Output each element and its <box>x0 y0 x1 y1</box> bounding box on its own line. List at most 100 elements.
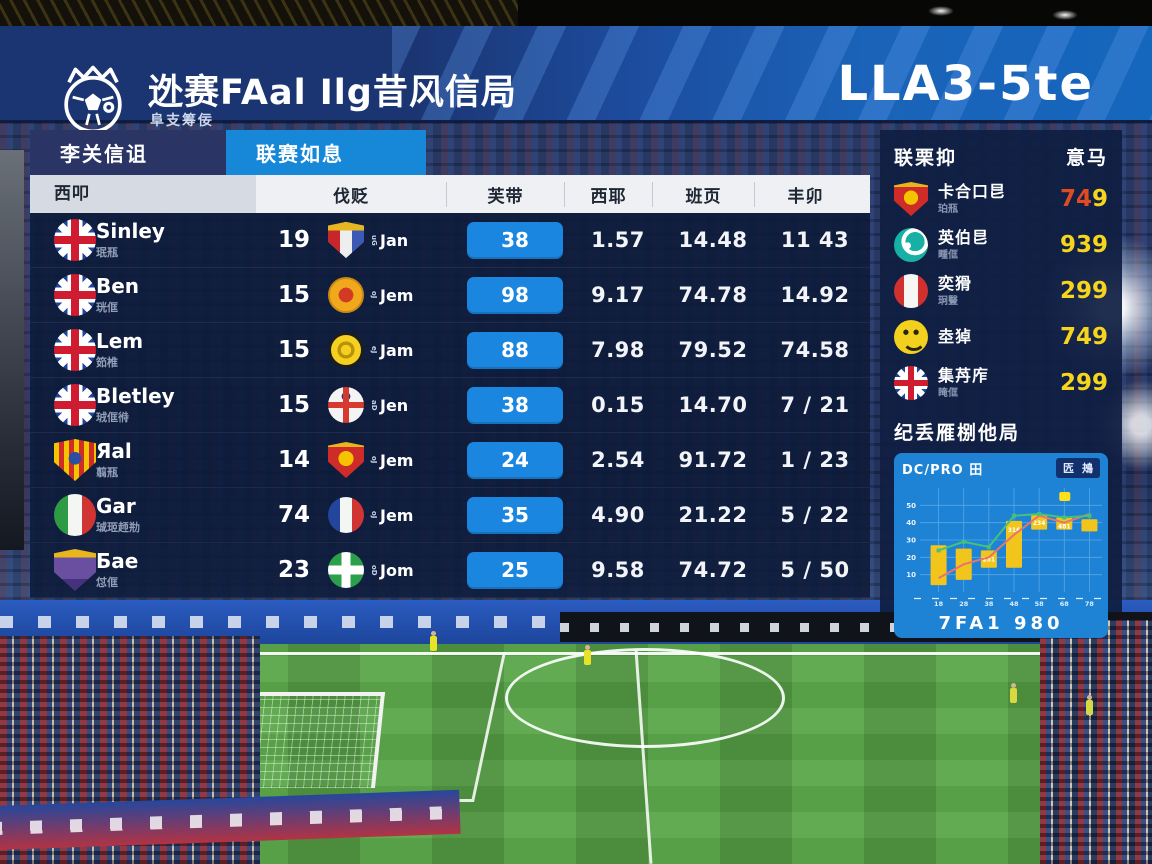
team-crest-icon <box>54 549 96 591</box>
tab-basic-info[interactable]: 李关信诅 <box>30 130 226 175</box>
svg-text:231: 231 <box>983 556 996 563</box>
svg-text:58: 58 <box>1035 600 1045 608</box>
team-name: Bletley <box>96 383 175 408</box>
svg-text:20: 20 <box>906 554 916 562</box>
table-header-row: 西叩 伐贬 芙带 西耶 班页 丰卯 <box>30 175 870 213</box>
table-row[interactable]: Ben 珖㑌 15 oJ Jem 98 9.17 74.78 14.92 <box>30 268 870 323</box>
round-button[interactable]: 88 <box>467 331 563 369</box>
sidebar-league-item[interactable]: 集䒟㡸 䁆㑌 299 <box>894 360 1108 406</box>
roof-light <box>1052 10 1078 20</box>
roof-light <box>928 6 954 16</box>
team-subtitle: 珹㺿䞙㔙 <box>96 520 140 534</box>
svg-text:40: 40 <box>906 519 916 527</box>
table-body: Sinley 珉㼛 19 uG Jan 38 1.57 14.48 11 43 B… <box>30 213 870 598</box>
stat-value: 79.52 <box>678 338 748 362</box>
stat-value: 74.58 <box>780 338 850 362</box>
round-button[interactable]: 38 <box>467 221 563 259</box>
sidebar-league-item[interactable]: 坴㹿 749 <box>894 314 1108 360</box>
table-row[interactable]: Bletley 珬㑌㣥 15 aD Jen 38 0.15 14.70 7 / 2… <box>30 378 870 433</box>
stat-value: 7.98 <box>591 338 645 362</box>
month-tag: oJ Jem <box>370 505 414 525</box>
month-tag: uG Jan <box>370 230 409 250</box>
tab-bar: 李关信诅 联赛如息 <box>30 130 870 175</box>
steward <box>1086 695 1093 715</box>
league-value: 939 <box>1059 232 1108 258</box>
stat-value: 7 / 21 <box>780 393 850 417</box>
svg-text:48: 48 <box>1009 600 1019 608</box>
month-tag: aD Jen <box>370 395 409 415</box>
chart-title: DC/PRO 田 <box>902 462 984 478</box>
column-header: 西耶 <box>564 181 652 207</box>
round-button[interactable]: 98 <box>467 276 563 314</box>
team-name: Gar <box>96 493 136 518</box>
month-tag: eJ Jam <box>370 340 414 360</box>
round-button[interactable]: 38 <box>467 386 563 424</box>
club-crest-icon <box>328 222 364 258</box>
banner-stripes <box>391 26 1152 120</box>
league-table-panel: 李关信诅 联赛如息 西叩 伐贬 芙带 西耶 班页 丰卯 Sinley 珉㼛 19… <box>30 130 870 598</box>
chart-caption: 7FA1 980 <box>938 613 1064 634</box>
team-flag-icon <box>54 329 96 371</box>
team-name: Ben <box>96 273 140 298</box>
stat-value: 74.72 <box>678 558 748 582</box>
header-banner: 迯赛FAal Ilg昔风信局 阜支筹佞 LLA3-5te <box>0 26 1152 134</box>
sidebar-league-item[interactable]: 卡合口㫐 珀㼛 749 <box>894 176 1108 222</box>
sidebar-league-item[interactable]: 英伯㫐 畽㑌 939 <box>894 222 1108 268</box>
stat-value: 2.54 <box>591 448 645 472</box>
table-row[interactable]: Яal 翦㼛 14 oJ Jem 24 2.54 91.72 1 / 23 <box>30 433 870 488</box>
team-name: Яal <box>96 438 132 463</box>
svg-text:481: 481 <box>1058 523 1071 530</box>
table-row[interactable]: Бae 怤㑌 23 oD Jom 25 9.58 74.72 5 / 50 <box>30 543 870 598</box>
stat-value: 9.58 <box>591 558 645 582</box>
stat-value: 21.22 <box>678 503 748 527</box>
svg-text:30: 30 <box>906 537 916 545</box>
banner-score-text: LLA3-5te <box>837 56 1094 112</box>
round-button[interactable]: 24 <box>467 441 563 479</box>
table-row[interactable]: Sinley 珉㼛 19 uG Jan 38 1.57 14.48 11 43 <box>30 213 870 268</box>
mini-chart-card: DC/PRO 田 匟鴂 50 40 30 20 10 231 316 234 481 18 28 38… <box>894 453 1108 638</box>
svg-text:28: 28 <box>959 600 969 608</box>
column-header: 伐贬 <box>333 186 369 207</box>
svg-text:234: 234 <box>1033 520 1046 527</box>
page-subtitle: 阜支筹佞 <box>150 113 214 129</box>
round-button[interactable]: 25 <box>467 551 563 589</box>
column-header: 西叩 <box>30 175 256 213</box>
svg-text:38: 38 <box>984 600 994 608</box>
chart-legend-chip[interactable]: 匟鴂 <box>1056 458 1100 478</box>
club-crest-icon <box>328 332 364 368</box>
league-ball-logo-icon <box>64 65 122 134</box>
svg-text:68: 68 <box>1060 600 1070 608</box>
floodlight-pylon <box>0 150 24 550</box>
tab-league-info[interactable]: 联赛如息 <box>226 130 426 175</box>
sidebar-title-right: 意马 <box>1065 146 1108 169</box>
league-sidebar: 联栗抑 意马 卡合口㫐 珀㼛 749 英伯㫐 畽㑌 939 奕猾 㺾䝂 299 … <box>880 130 1122 638</box>
crowd-bottom-right <box>1040 620 1152 864</box>
team-name: Sinley <box>96 218 165 243</box>
table-row[interactable]: Lem 筎椎 15 eJ Jam 88 7.98 79.52 74.58 <box>30 323 870 378</box>
mini-chart-svg: 50 40 30 20 10 231 316 234 481 18 28 38 48 58 68 78 <box>906 488 1106 608</box>
matches-count: 74 <box>277 502 310 528</box>
sidebar-league-item[interactable]: 奕猾 㺾䝂 299 <box>894 268 1108 314</box>
team-name: Lem <box>96 328 144 353</box>
sidebar-header: 联栗抑 意马 <box>894 140 1108 172</box>
svg-text:18: 18 <box>934 600 944 608</box>
league-crest-icon <box>894 228 928 262</box>
stat-value: 14.70 <box>678 393 748 417</box>
round-button[interactable]: 35 <box>467 496 563 534</box>
column-header: 芙带 <box>446 181 564 207</box>
league-flag-icon <box>894 366 928 400</box>
page-title: 迯赛FAal Ilg昔风信局 <box>148 73 517 113</box>
team-flag-icon <box>54 274 96 316</box>
club-crest-icon <box>328 552 364 588</box>
stat-value: 91.72 <box>678 448 748 472</box>
team-subtitle: 珖㑌 <box>96 300 118 314</box>
team-subtitle: 筎椎 <box>96 355 118 369</box>
column-header: 丰卯 <box>754 181 856 207</box>
column-header: 班页 <box>652 181 754 207</box>
svg-text:78: 78 <box>1085 600 1095 608</box>
table-row[interactable]: Gar 珹㺿䞙㔙 74 oJ Jem 35 4.90 21.22 5 / 22 <box>30 488 870 543</box>
club-crest-icon <box>328 277 364 313</box>
player <box>584 645 591 665</box>
team-subtitle: 怤㑌 <box>96 575 118 589</box>
